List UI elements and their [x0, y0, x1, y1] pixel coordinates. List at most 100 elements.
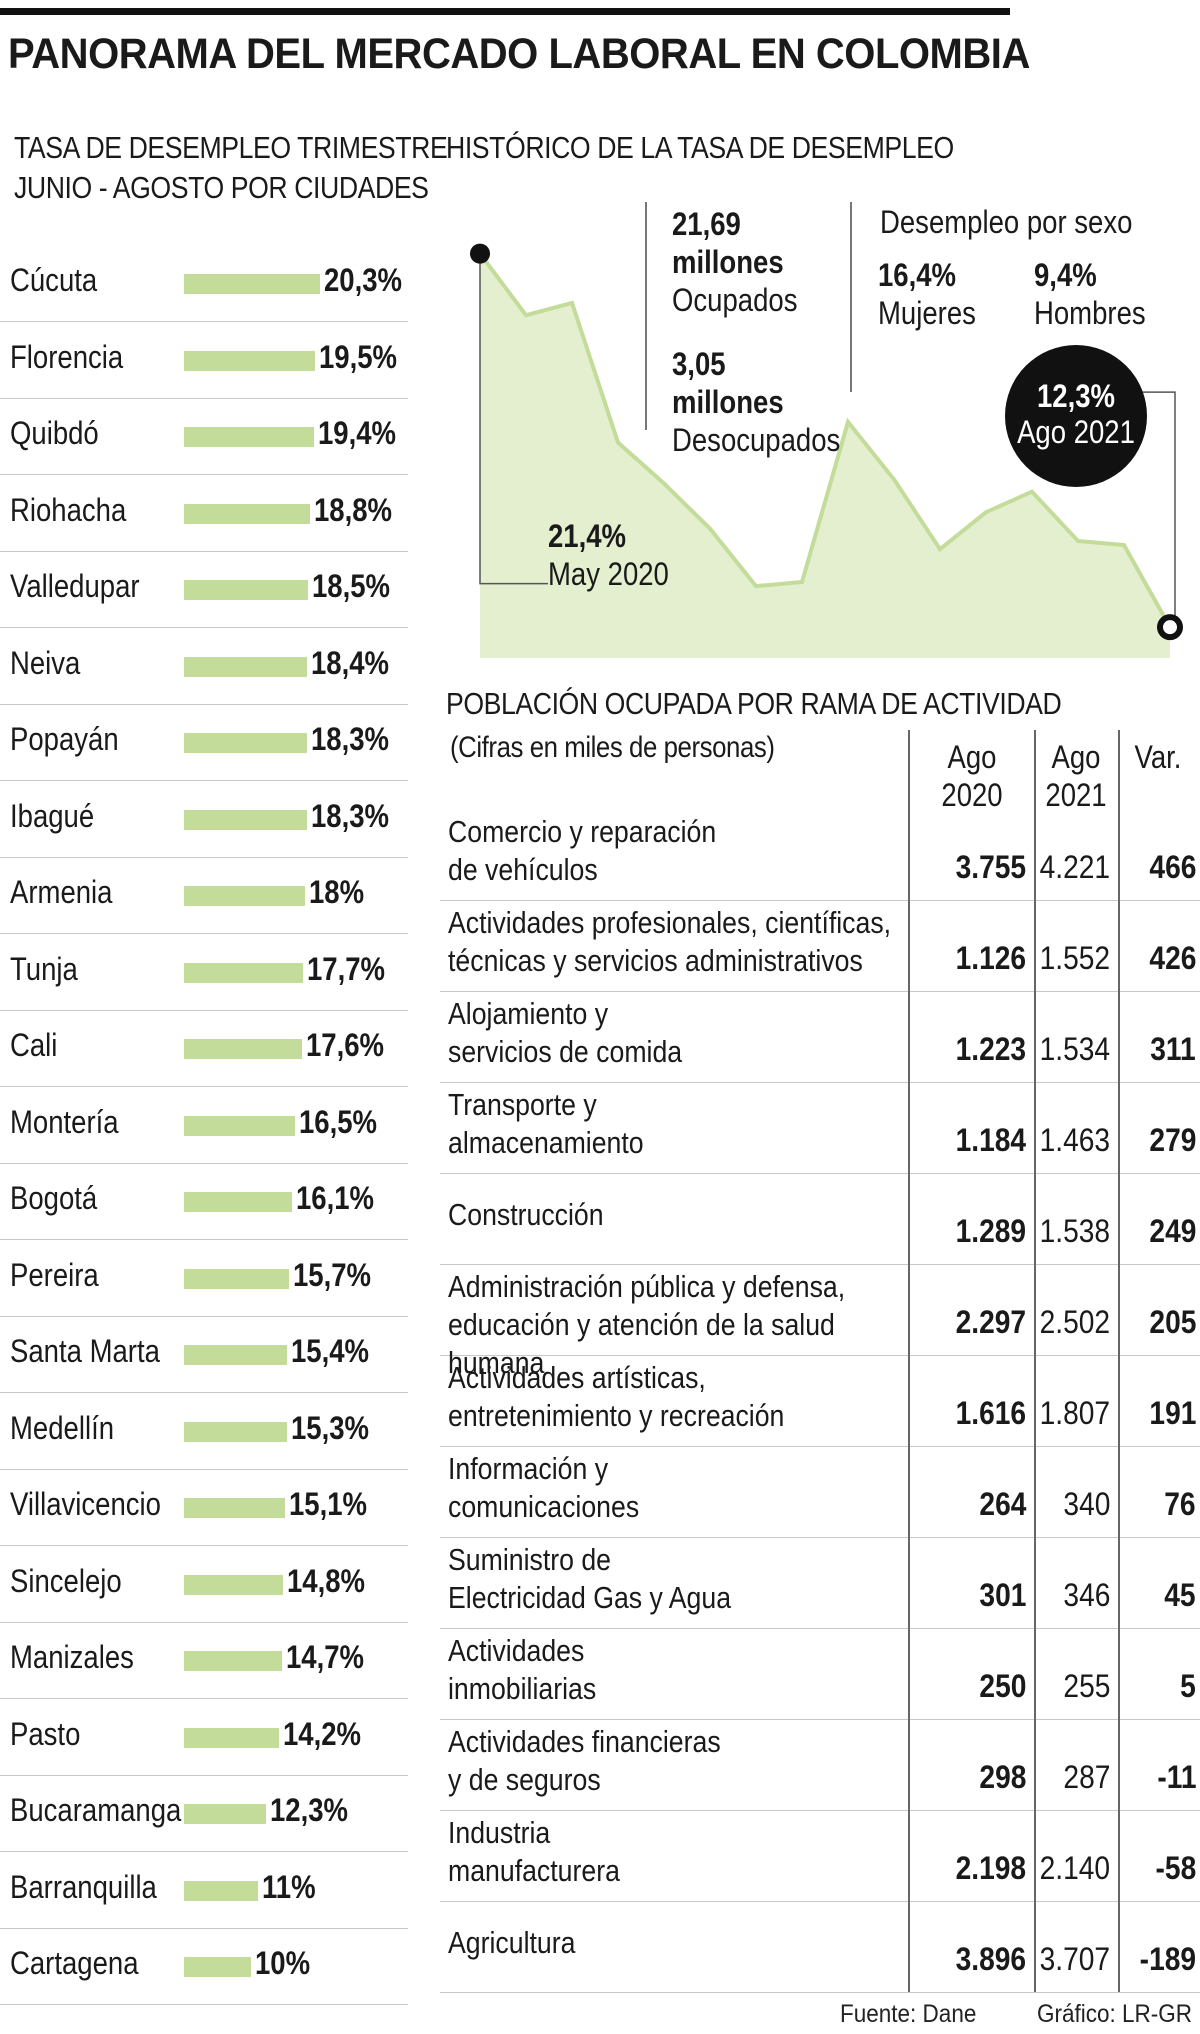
city-row: Bogotá 16,1% [0, 1162, 408, 1240]
city-name: Villavicencio [10, 1486, 161, 1522]
value-ago-2020: 250 [979, 1668, 1026, 1704]
value-variation: 205 [1149, 1304, 1196, 1340]
city-value-label: 14,8% [287, 1562, 366, 1599]
city-row: Villavicencio 15,1% [0, 1468, 408, 1546]
history-line [478, 252, 1172, 629]
header-divider-1 [908, 730, 910, 824]
value-ago-2021: 2.502 [1039, 1304, 1110, 1340]
city-row: Armenia 18% [0, 856, 408, 934]
city-name: Manizales [10, 1639, 134, 1675]
city-bar [184, 962, 303, 983]
activity-label: Suministro de Electricidad Gas y Agua [448, 1542, 732, 1615]
activity-label: Alojamiento y servicios de comida [448, 996, 683, 1069]
city-name: Pereira [10, 1256, 99, 1293]
value-ago-2021: 1.538 [1039, 1213, 1110, 1249]
city-bar [184, 1345, 288, 1365]
value-ago-2021: 3.707 [1039, 1941, 1110, 1977]
top-rule [0, 8, 1010, 15]
city-value-label: 18,5% [311, 568, 390, 604]
value-variation: 311 [1150, 1031, 1196, 1067]
value-ago-2020: 264 [979, 1486, 1026, 1522]
desocupados-value: 3,05 [672, 346, 726, 382]
start-point [470, 243, 490, 264]
column-divider [1118, 1901, 1120, 1992]
header-divider-2 [1034, 730, 1036, 824]
activity-row: Administración pública y defensa, educac… [440, 1264, 1200, 1380]
value-variation: -189 [1139, 1941, 1196, 1977]
city-value-label: 12,3% [270, 1792, 349, 1828]
activity-row: Transporte y almacenamiento 1.184 1.463 279 [440, 1082, 1200, 1174]
city-bar [184, 1727, 280, 1748]
source-note: Fuente: Dane [840, 2000, 977, 2028]
column-divider [1034, 1628, 1036, 1719]
column-divider [1034, 1719, 1036, 1810]
city-value-label: 15,4% [291, 1333, 370, 1369]
column-divider [1034, 1446, 1036, 1537]
value-variation: 466 [1149, 849, 1196, 885]
city-value-label: 15,3% [290, 1409, 369, 1446]
value-ago-2021: 1.807 [1039, 1395, 1110, 1431]
column-divider [1034, 1355, 1036, 1446]
activity-row: Actividades inmobiliarias 250 255 5 [440, 1628, 1200, 1720]
history-area-chart [470, 243, 1183, 658]
column-divider [1118, 1264, 1120, 1355]
activity-row: Construcción 1.289 1.538 249 [440, 1173, 1200, 1265]
start-leader-line [479, 253, 548, 585]
column-divider [908, 1446, 910, 1537]
value-variation: 279 [1149, 1122, 1196, 1158]
value-ago-2021: 1.534 [1039, 1031, 1110, 1067]
value-ago-2021: 255 [1063, 1668, 1110, 1704]
city-row: Valledupar 18,5% [0, 550, 408, 628]
column-divider [1034, 1901, 1036, 1992]
column-divider [908, 1264, 910, 1355]
city-bar [184, 503, 310, 524]
city-row: Manizales 14,7% [0, 1621, 408, 1699]
city-bar [184, 886, 305, 906]
city-bar [184, 1039, 302, 1059]
activity-label: Construcción [448, 1197, 604, 1232]
column-divider [1118, 1355, 1120, 1446]
stats-divider-1 [645, 202, 647, 430]
cities-chart-title-line2: JUNIO - AGOSTO POR CIUDADES [14, 170, 429, 205]
city-value-label: 16,5% [298, 1103, 377, 1140]
value-ago-2021: 2.140 [1039, 1850, 1110, 1886]
activity-row: Actividades profesionales, científicas, … [440, 900, 1200, 992]
city-bar [184, 580, 308, 600]
value-ago-2021: 340 [1063, 1486, 1110, 1522]
credit-note: Gráfico: LR-GR [1037, 2000, 1193, 2028]
activity-label: Administración pública y defensa, educac… [448, 1269, 846, 1380]
city-row: Tunja 17,7% [0, 933, 408, 1011]
column-divider [1118, 900, 1120, 991]
city-row: Cali 17,6% [0, 1009, 408, 1087]
mujeres-stat: 16,4% Mujeres [878, 256, 976, 332]
ocupados-value: 21,69 [672, 206, 741, 242]
hombres-label: Hombres [1034, 295, 1146, 331]
city-bar [184, 1498, 286, 1518]
city-name: Tunja [10, 950, 78, 987]
city-bar [184, 656, 308, 677]
start-value: 21,4% [548, 518, 627, 554]
city-name: Barranquilla [10, 1868, 157, 1905]
activity-table-subtitle: (Cifras en miles de personas) [450, 731, 775, 764]
city-bar [184, 1651, 283, 1671]
city-name: Pasto [10, 1715, 81, 1752]
city-bar [184, 1192, 292, 1212]
activity-row: Industria manufacturera 2.198 2.140 -58 [440, 1810, 1200, 1902]
city-name: Bogotá [10, 1180, 98, 1216]
stats-divider-2 [850, 202, 852, 392]
city-bar [184, 274, 320, 294]
city-row: Santa Marta 15,4% [0, 1315, 408, 1393]
hombres-value: 9,4% [1034, 257, 1097, 293]
city-value-label: 11% [261, 1868, 316, 1905]
column-divider [908, 1810, 910, 1901]
history-chart-title: HISTÓRICO DE LA TASA DE DESEMPLEO [446, 130, 954, 165]
city-row: Pasto 14,2% [0, 1698, 408, 1776]
city-row: Riohacha 18,8% [0, 474, 408, 552]
city-row: Bucaramanga 12,3% [0, 1774, 408, 1852]
city-bar [184, 350, 315, 371]
city-value-label: 15,7% [293, 1256, 372, 1293]
column-divider [1118, 1628, 1120, 1719]
city-bar [184, 733, 307, 753]
city-bar [184, 1880, 258, 1901]
mujeres-value: 16,4% [878, 257, 957, 293]
